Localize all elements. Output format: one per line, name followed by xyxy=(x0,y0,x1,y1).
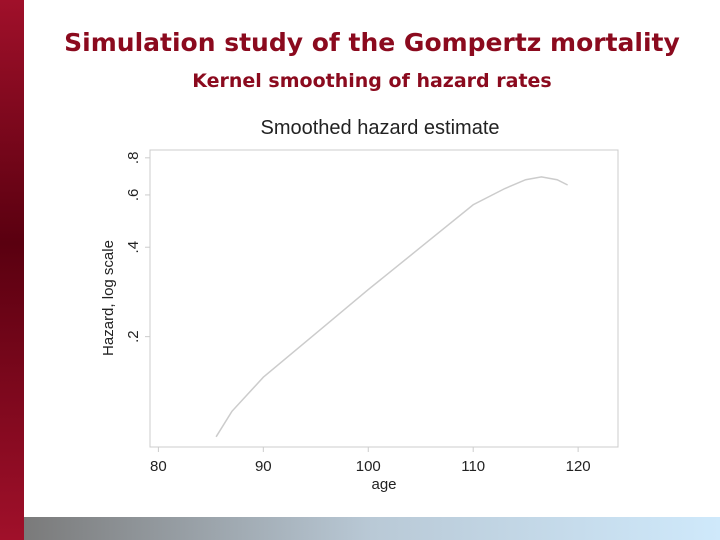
x-axis-label: age xyxy=(371,476,396,493)
y-axis-label: Hazard, log scale xyxy=(100,240,117,356)
slide-title: Simulation study of the Gompertz mortali… xyxy=(64,28,680,57)
x-tick-label: 120 xyxy=(566,458,591,475)
y-tick-label: .2 xyxy=(125,330,142,343)
x-tick-label: 90 xyxy=(255,458,272,475)
y-tick-label: .4 xyxy=(125,241,142,254)
footer-bar xyxy=(24,517,720,540)
plot-frame xyxy=(149,149,619,448)
y-tick-label: .6 xyxy=(125,189,142,202)
x-tick-label: 80 xyxy=(150,458,167,475)
y-tick-label: .8 xyxy=(125,152,142,165)
slide-subtitle: Kernel smoothing of hazard rates xyxy=(192,70,552,92)
sidebar xyxy=(0,0,24,540)
chart-title: Smoothed hazard estimate xyxy=(260,117,499,139)
x-tick-label: 100 xyxy=(356,458,381,475)
line xyxy=(215,176,568,438)
x-tick-label: 110 xyxy=(461,458,485,475)
